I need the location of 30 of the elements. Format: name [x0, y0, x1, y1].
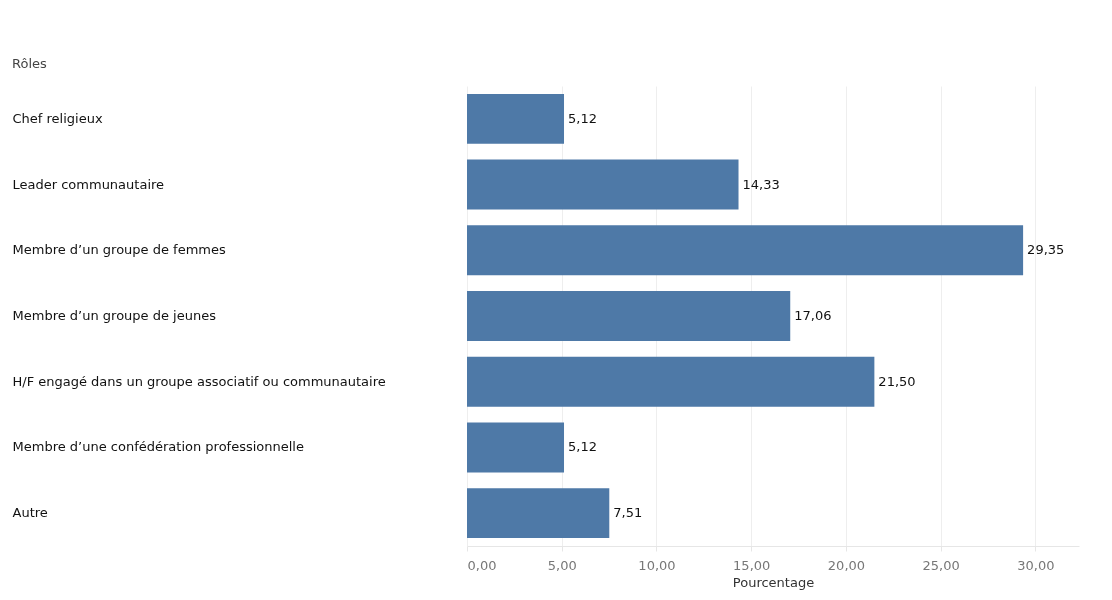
bar — [467, 93, 565, 144]
y-tick-label: Autre — [12, 505, 48, 521]
data-label: 5,12 — [568, 110, 597, 126]
data-label: 14,33 — [742, 176, 780, 192]
bar — [467, 159, 739, 210]
data-label: 7,51 — [613, 505, 643, 521]
x-tick-label: 25,00 — [922, 557, 960, 573]
data-label: 17,06 — [794, 308, 832, 323]
x-tick-label: 15,00 — [733, 557, 771, 573]
x-tick-label: 5,00 — [547, 557, 577, 573]
data-label: 5,12 — [568, 439, 597, 455]
data-label: 21,50 — [878, 373, 916, 389]
bar — [467, 488, 610, 539]
bar — [467, 291, 791, 341]
bar — [467, 422, 565, 473]
y-tick-label: Chef religieux — [12, 110, 103, 126]
y-tick-label: Membre d’un groupe de femmes — [12, 242, 226, 258]
x-tick-label: 30,00 — [1017, 557, 1055, 573]
bar — [467, 225, 1024, 276]
x-tick-label: 10,00 — [638, 557, 676, 573]
y-axis-title: Rôles — [12, 56, 48, 71]
y-tick-label: H/F engagé dans un groupe associatif ou communautaire — [12, 373, 386, 389]
x-tick-label: 20,00 — [827, 557, 866, 573]
y-tick-label: Membre d’un groupe de jeunes — [12, 308, 217, 323]
y-tick-label: Membre d’une confédération professionnelle — [12, 439, 304, 455]
x-axis-title: Pourcentage — [732, 574, 815, 590]
y-tick-label: Leader communautaire — [12, 176, 165, 192]
data-label: 29,35 — [1027, 242, 1065, 258]
bar — [467, 356, 875, 407]
x-tick-label: 0,00 — [467, 557, 497, 573]
